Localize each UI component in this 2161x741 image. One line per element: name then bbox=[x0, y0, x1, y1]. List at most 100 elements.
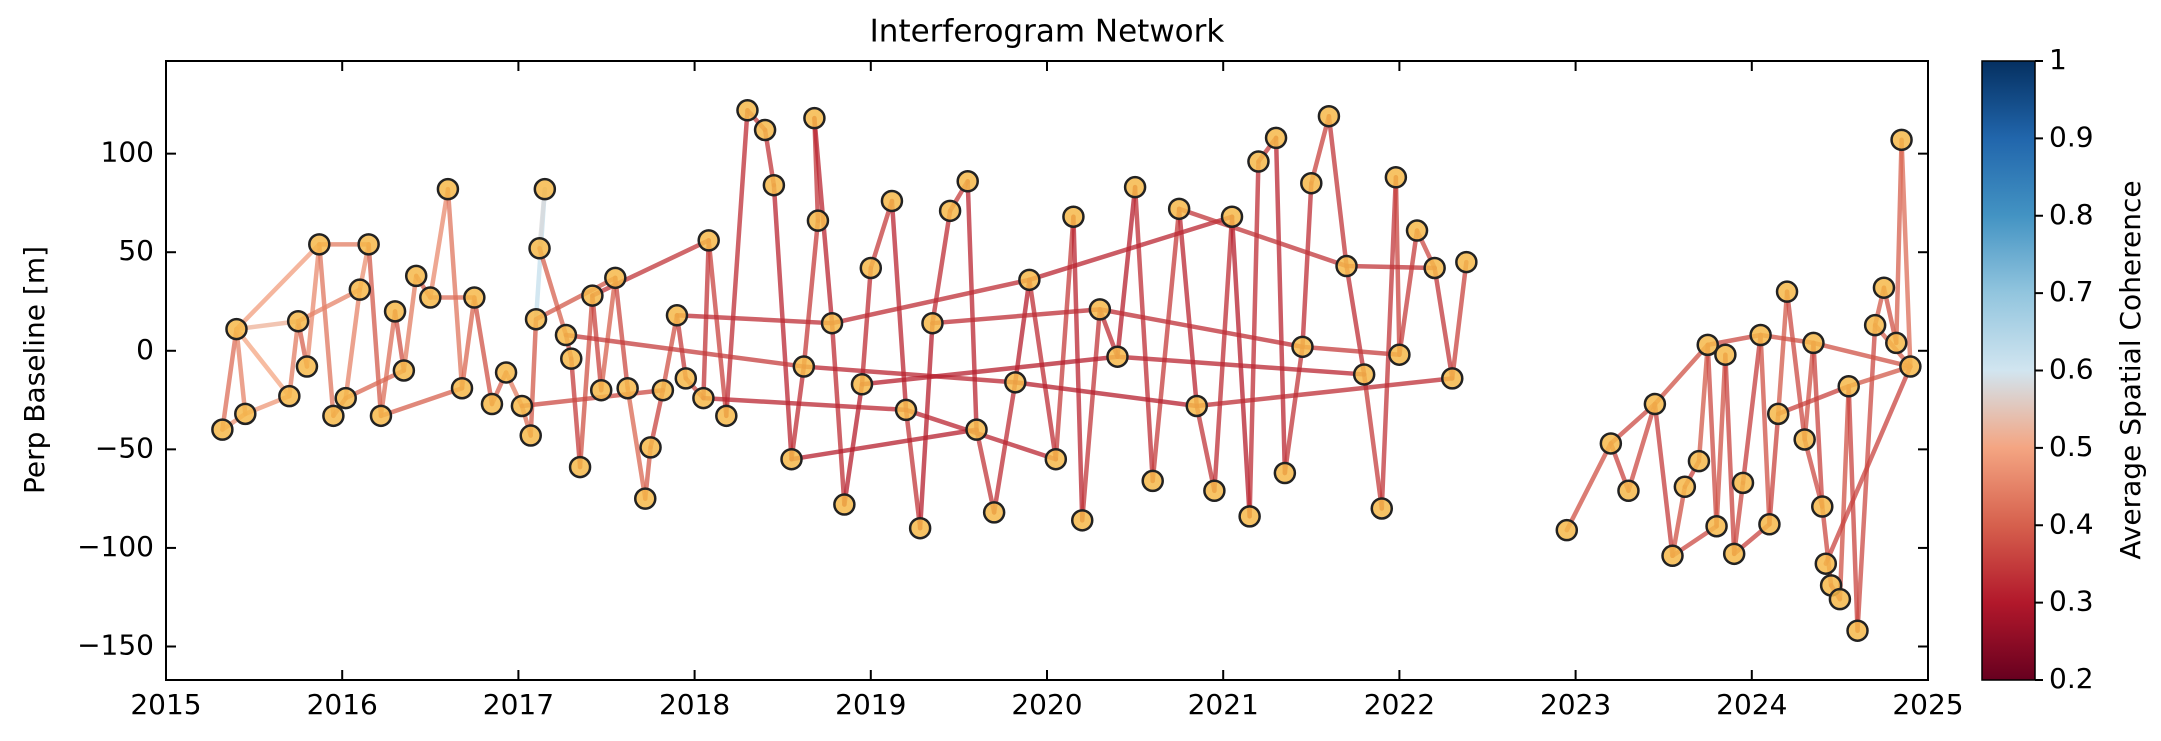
acquisition-node bbox=[1828, 587, 1852, 611]
interferogram-edge bbox=[569, 356, 583, 470]
acquisition-node bbox=[908, 516, 932, 540]
y-tick-label: 0 bbox=[136, 333, 154, 366]
acquisition-node bbox=[894, 398, 918, 422]
interferogram-edge bbox=[859, 265, 874, 387]
interferogram-edge bbox=[829, 277, 1032, 326]
interferogram-edge bbox=[1432, 265, 1455, 381]
interferogram-edge bbox=[868, 198, 895, 271]
acquisition-node bbox=[295, 355, 319, 378]
interferogram-edge bbox=[974, 427, 997, 515]
interferogram-edge bbox=[1027, 277, 1059, 462]
interferogram-edge bbox=[577, 293, 595, 470]
interferogram-edge bbox=[220, 326, 239, 432]
acquisition-node bbox=[1018, 268, 1041, 292]
interferogram-edge bbox=[674, 313, 835, 326]
interferogram-edge bbox=[859, 354, 1120, 387]
interferogram-edge bbox=[1775, 289, 1790, 417]
colorbar bbox=[1981, 60, 2036, 681]
interferogram-edge bbox=[1361, 372, 1385, 511]
interferogram-edge bbox=[1775, 384, 1851, 417]
acquisition-node bbox=[334, 386, 357, 410]
acquisition-node bbox=[560, 347, 583, 370]
colorbar-tick-label: 0.7 bbox=[2049, 275, 2094, 308]
y-tick-label: 100 bbox=[101, 136, 154, 169]
interferogram-edge bbox=[1079, 307, 1103, 523]
acquisition-node bbox=[1070, 509, 1094, 532]
acquisition-node bbox=[753, 118, 777, 142]
acquisition-node bbox=[1661, 544, 1684, 568]
acquisition-node bbox=[494, 361, 518, 384]
interferogram-edge bbox=[1740, 332, 1763, 486]
acquisition-node bbox=[1749, 323, 1772, 347]
acquisition-node bbox=[1044, 447, 1068, 471]
x-tick-label: 2025 bbox=[1892, 688, 1963, 721]
interferogram-edge bbox=[1115, 354, 1367, 377]
interferogram-edge bbox=[533, 275, 618, 322]
acquisition-node bbox=[982, 501, 1006, 524]
acquisition-node bbox=[616, 376, 639, 400]
interferogram-edge bbox=[1823, 364, 1913, 566]
acquisition-node bbox=[1775, 280, 1799, 303]
acquisition-node bbox=[956, 170, 979, 193]
y-axis-label: Perp Baseline [m] bbox=[18, 246, 51, 494]
acquisition-node bbox=[692, 386, 715, 410]
interferogram-edge bbox=[1696, 342, 1710, 464]
acquisition-node bbox=[1264, 126, 1288, 150]
acquisition-node bbox=[1300, 171, 1323, 195]
acquisition-node bbox=[554, 323, 578, 347]
acquisition-node bbox=[1370, 497, 1394, 520]
acquisition-node bbox=[510, 394, 534, 418]
plot-frame bbox=[165, 60, 1929, 681]
acquisition-node bbox=[803, 106, 826, 130]
acquisition-node bbox=[1352, 363, 1376, 386]
interferogram-edge bbox=[613, 275, 630, 391]
acquisition-node bbox=[1106, 345, 1129, 368]
acquisition-node bbox=[1846, 619, 1869, 642]
acquisition-node bbox=[1643, 392, 1667, 416]
x-tick-label: 2024 bbox=[1716, 688, 1787, 721]
interferogram-edge bbox=[445, 186, 465, 391]
interferogram-edge bbox=[1397, 228, 1420, 357]
acquisition-node bbox=[833, 493, 856, 516]
acquisition-node bbox=[225, 317, 248, 341]
acquisition-node bbox=[419, 286, 442, 309]
acquisition-node bbox=[1837, 375, 1860, 398]
acquisition-node bbox=[581, 284, 604, 307]
y-tick-label: 50 bbox=[118, 234, 154, 267]
interferogram-edge bbox=[343, 287, 363, 401]
acquisition-node bbox=[880, 189, 904, 213]
interferogram-edge bbox=[1013, 380, 1200, 409]
acquisition-node bbox=[1088, 298, 1112, 321]
acquisition-node bbox=[278, 384, 301, 408]
x-tick-label: 2015 bbox=[130, 688, 201, 721]
interferogram-edge bbox=[625, 385, 648, 501]
acquisition-node bbox=[1731, 471, 1755, 495]
interferogram-edge bbox=[1767, 411, 1781, 527]
acquisition-node bbox=[369, 404, 393, 428]
acquisition-node bbox=[1291, 335, 1314, 359]
acquisition-node bbox=[820, 311, 844, 335]
x-tick-label: 2020 bbox=[1011, 688, 1082, 721]
x-tick-label: 2017 bbox=[483, 688, 554, 721]
interferogram-edge bbox=[1344, 263, 1437, 271]
acquisition-node bbox=[308, 233, 331, 256]
x-tick-label: 2023 bbox=[1540, 688, 1611, 721]
acquisition-node bbox=[1441, 367, 1464, 390]
interferogram-edge bbox=[1176, 206, 1200, 409]
interferogram-edge bbox=[701, 395, 909, 413]
interferogram-edge bbox=[598, 275, 618, 393]
acquisition-node bbox=[1384, 166, 1408, 189]
acquisition-node bbox=[1811, 495, 1834, 518]
interferogram-edge bbox=[1837, 384, 1851, 602]
interferogram-edge bbox=[660, 313, 680, 393]
acquisition-node bbox=[1722, 542, 1746, 566]
acquisition-node bbox=[589, 378, 613, 402]
acquisition-node bbox=[1872, 276, 1896, 299]
acquisition-node bbox=[1705, 514, 1728, 538]
acquisition-node bbox=[1758, 513, 1781, 536]
interferogram-edge bbox=[1309, 113, 1332, 186]
interferogram-edge bbox=[1027, 214, 1235, 283]
interferogram-edge bbox=[234, 242, 322, 332]
acquisition-node bbox=[1890, 128, 1913, 152]
